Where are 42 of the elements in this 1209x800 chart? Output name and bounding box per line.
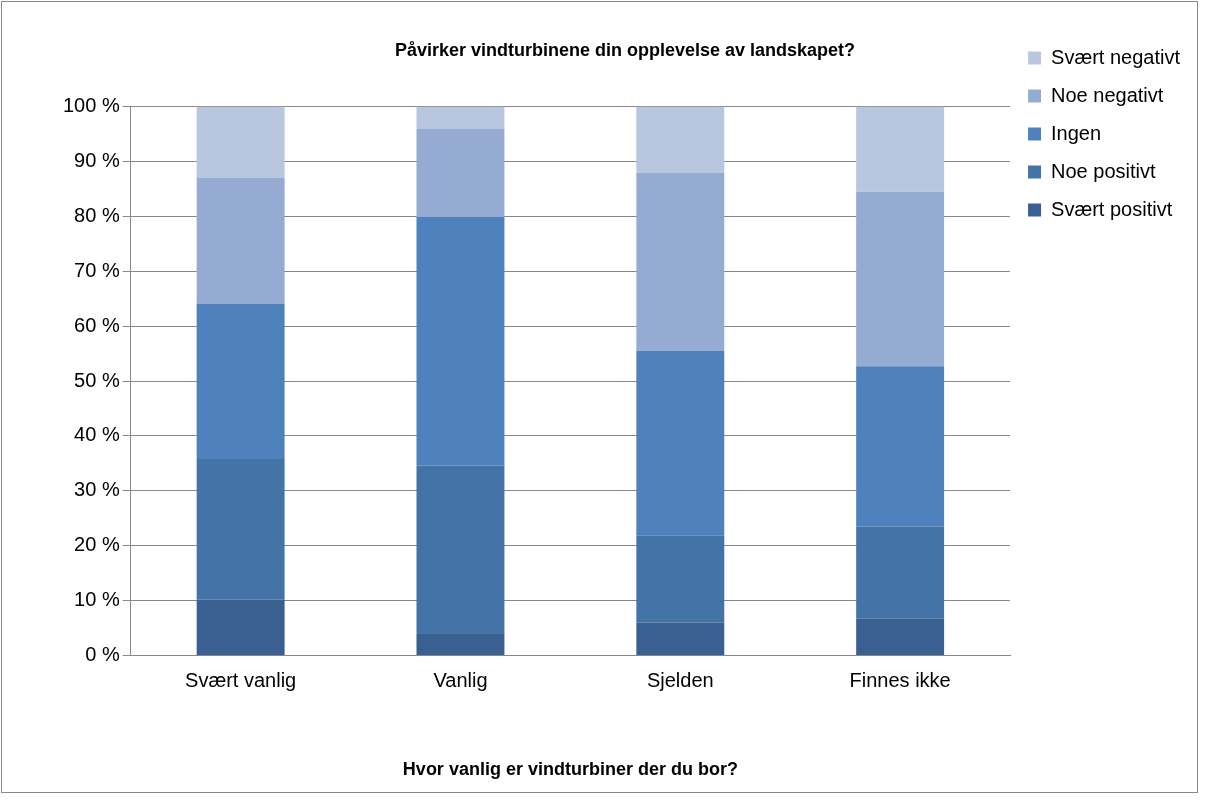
bar (416, 465, 505, 634)
y-tick-label: 0 % (85, 642, 120, 665)
bar (856, 526, 945, 619)
bar (416, 106, 505, 130)
y-tick-label: 70 % (74, 258, 120, 281)
x-tick-label: Vanlig (433, 668, 488, 691)
bar (856, 366, 945, 527)
y-tick-label: 60 % (74, 313, 120, 336)
bar (196, 106, 285, 178)
x-tick-label: Sjelden (646, 668, 714, 691)
legend-label: Noe negativt (1051, 83, 1164, 106)
bar (196, 303, 285, 459)
y-tick-label: 20 % (74, 533, 120, 556)
chart-title: Påvirker vindturbinene din opplevelse av landskapet? (394, 39, 856, 60)
bar (196, 458, 285, 600)
bar (856, 618, 945, 655)
legend-label: Svært negativt (1051, 45, 1181, 68)
bar (196, 599, 285, 655)
bar (636, 622, 725, 655)
legend-label: Noe positivt (1051, 159, 1156, 182)
bar (636, 173, 725, 351)
bar (856, 191, 945, 367)
bar (196, 177, 285, 304)
bar (636, 106, 725, 174)
y-tick-label: 30 % (74, 478, 120, 501)
y-tick-label: 50 % (74, 368, 120, 391)
bar (856, 106, 945, 192)
y-tick-label: 10 % (74, 588, 120, 611)
bar (636, 535, 725, 623)
x-tick-label: Svært vanlig (185, 668, 297, 691)
y-tick-label: 80 % (74, 203, 120, 226)
y-tick-label: 90 % (74, 149, 120, 171)
legend-label: Svært positivt (1051, 197, 1173, 220)
bar (416, 634, 505, 655)
legend-label: Ingen (1051, 121, 1102, 144)
x-axis-title: Hvor vanlig er vindturbiner der du bor? (402, 759, 738, 780)
y-tick-label: 40 % (74, 423, 120, 446)
x-tick-label: Finnes ikke (849, 668, 951, 691)
bar (416, 129, 505, 217)
y-tick-label: 100 % (62, 94, 120, 117)
bar (416, 216, 505, 466)
bar (636, 350, 725, 536)
